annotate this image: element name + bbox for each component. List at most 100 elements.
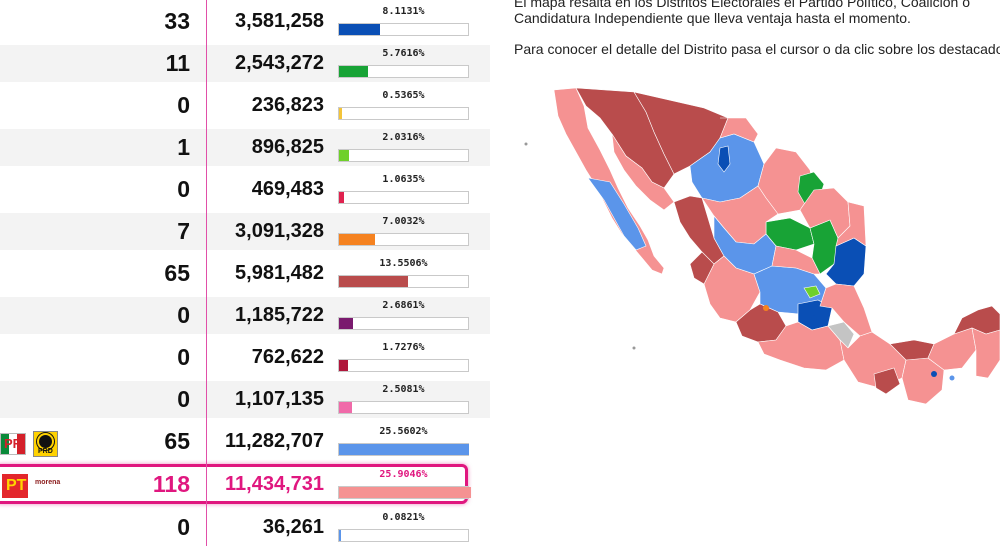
seats-value: 0 xyxy=(177,302,190,328)
map-region-queretaro-green[interactable] xyxy=(803,285,821,299)
votes-value: 3,581,258 xyxy=(235,10,324,32)
percent-bar-fill xyxy=(339,192,344,203)
map-description-line-1: El mapa resalta en los Distritos Elector… xyxy=(514,0,970,10)
prd-sun-icon xyxy=(39,435,52,448)
map-district-marker[interactable] xyxy=(949,375,955,381)
percent-label: 1.7276% xyxy=(382,342,425,353)
result-row[interactable]: 1 896,825 2.0316% xyxy=(0,129,490,166)
map-region-quintanaroo[interactable] xyxy=(971,327,1000,379)
seats-value: 0 xyxy=(177,92,190,118)
prd-logo-icon: PRD xyxy=(33,431,58,457)
votes-value: 1,107,135 xyxy=(235,388,324,410)
percent-bar xyxy=(338,149,469,162)
percent-cell: 2.5081% xyxy=(338,381,469,418)
percent-label: 2.5081% xyxy=(382,384,425,395)
seats-value: 11 xyxy=(165,50,190,76)
percent-bar-fill xyxy=(339,150,349,161)
seats-value: 118 xyxy=(152,471,190,497)
leading-row-highlight xyxy=(0,464,468,504)
percent-bar-fill xyxy=(339,318,353,329)
percent-bar-fill xyxy=(339,24,380,35)
result-row[interactable]: 11 2,543,272 5.7616% xyxy=(0,45,490,82)
map-region-center-grey[interactable] xyxy=(827,321,855,349)
percent-bar-fill xyxy=(339,66,368,77)
seats-value: 65 xyxy=(164,260,190,286)
percent-bar-fill xyxy=(339,444,469,455)
result-row[interactable]: 0 36,261 0.0821% xyxy=(0,509,490,546)
percent-cell: 1.0635% xyxy=(338,171,469,208)
seats-value: 65 xyxy=(164,428,190,454)
percent-label: 7.0032% xyxy=(382,216,425,227)
percent-label: 0.5365% xyxy=(382,90,425,101)
percent-bar-fill xyxy=(339,487,471,498)
percent-bar xyxy=(338,191,469,204)
percent-label: 2.6861% xyxy=(382,300,425,311)
map-region-yucatan[interactable] xyxy=(953,305,1000,335)
percent-cell: 8.1131% xyxy=(338,3,469,40)
votes-value: 2,543,272 xyxy=(235,52,324,74)
votes-value: 3,091,328 xyxy=(235,220,324,242)
morena-logo-text: morena xyxy=(35,479,61,486)
percent-label: 25.5602% xyxy=(379,426,428,437)
map-district-marker[interactable] xyxy=(811,315,817,321)
percent-cell: 0.0821% xyxy=(338,509,469,546)
map-district-marker[interactable] xyxy=(524,142,528,146)
column-divider xyxy=(206,0,207,546)
result-row[interactable]: 0 236,823 0.5365% xyxy=(0,87,490,124)
pri-logo-text: PRI xyxy=(4,436,26,451)
percent-label: 1.0635% xyxy=(382,174,425,185)
percent-label: 25.9046% xyxy=(379,469,428,480)
percent-cell: 25.9046% xyxy=(338,466,471,503)
percent-cell: 13.5506% xyxy=(338,255,469,292)
map-district-marker[interactable] xyxy=(632,346,636,350)
result-row[interactable]: 0 1,107,135 2.5081% xyxy=(0,381,490,418)
map-region-campeche[interactable] xyxy=(927,327,977,371)
votes-value: 762,622 xyxy=(251,346,324,368)
percent-bar xyxy=(338,486,471,499)
result-row[interactable]: 0 1,185,722 2.6861% xyxy=(0,297,490,334)
percent-cell: 5.7616% xyxy=(338,45,469,82)
result-row[interactable]: 65 5,981,482 13.5506% xyxy=(0,255,490,292)
seats-value: 0 xyxy=(177,176,190,202)
map-region-chihuahua-dark[interactable] xyxy=(717,145,731,173)
seats-value: 1 xyxy=(177,134,190,160)
percent-bar-fill xyxy=(339,530,341,541)
percent-cell: 2.6861% xyxy=(338,297,469,334)
result-row[interactable]: 7 3,091,328 7.0032% xyxy=(0,213,490,250)
districts-map[interactable] xyxy=(514,78,1000,438)
map-region-tamaulipas[interactable] xyxy=(835,201,867,247)
percent-bar xyxy=(338,233,469,246)
percent-cell: 25.5602% xyxy=(338,423,469,460)
percent-cell: 7.0032% xyxy=(338,213,469,250)
result-row[interactable]: 33 3,581,258 8.1131% xyxy=(0,3,490,40)
map-region-sonora-south[interactable] xyxy=(611,133,675,211)
percent-cell: 1.7276% xyxy=(338,339,469,376)
map-region-bcs-blue[interactable] xyxy=(587,177,647,251)
map-region-sanluis[interactable] xyxy=(771,245,826,275)
percent-bar xyxy=(338,443,469,456)
map-district-marker[interactable] xyxy=(931,371,937,377)
map-instruction: Para conocer el detalle del Distrito pas… xyxy=(514,41,1000,57)
map-district-marker[interactable] xyxy=(763,305,769,311)
result-row[interactable]: 118 11,434,731 25.9046% PT morena xyxy=(0,466,490,503)
percent-label: 0.0821% xyxy=(382,512,425,523)
prd-logo-text: PRD xyxy=(38,448,53,455)
percent-bar xyxy=(338,275,469,288)
map-region-nayarit[interactable] xyxy=(689,251,715,285)
result-row[interactable]: 65 11,282,707 25.5602% PRI PRD xyxy=(0,423,490,460)
result-row[interactable]: 0 762,622 1.7276% xyxy=(0,339,490,376)
seats-value: 33 xyxy=(164,8,190,34)
percent-label: 13.5506% xyxy=(379,258,428,269)
seats-value: 7 xyxy=(177,218,190,244)
votes-value: 236,823 xyxy=(251,94,324,116)
percent-label: 8.1131% xyxy=(382,6,425,17)
percent-bar-fill xyxy=(339,276,408,287)
votes-value: 11,434,731 xyxy=(225,473,324,495)
percent-bar-fill xyxy=(339,360,348,371)
percent-bar-fill xyxy=(339,234,375,245)
map-region-chihuahua-pink[interactable] xyxy=(719,117,759,143)
result-row[interactable]: 0 469,483 1.0635% xyxy=(0,171,490,208)
map-region-oaxaca-dark[interactable] xyxy=(873,367,901,395)
seats-value: 0 xyxy=(177,344,190,370)
percent-bar xyxy=(338,23,469,36)
